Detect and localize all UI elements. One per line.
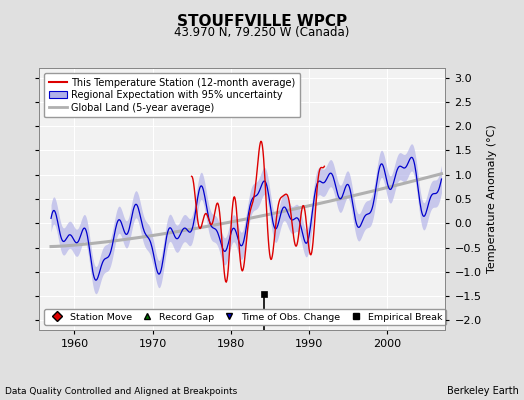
Text: STOUFFVILLE WPCP: STOUFFVILLE WPCP [177,14,347,29]
Text: Berkeley Earth: Berkeley Earth [447,386,519,396]
Y-axis label: Temperature Anomaly (°C): Temperature Anomaly (°C) [487,125,497,273]
Legend: Station Move, Record Gap, Time of Obs. Change, Empirical Break: Station Move, Record Gap, Time of Obs. C… [44,309,446,325]
Text: Data Quality Controlled and Aligned at Breakpoints: Data Quality Controlled and Aligned at B… [5,387,237,396]
Text: 43.970 N, 79.250 W (Canada): 43.970 N, 79.250 W (Canada) [174,26,350,39]
